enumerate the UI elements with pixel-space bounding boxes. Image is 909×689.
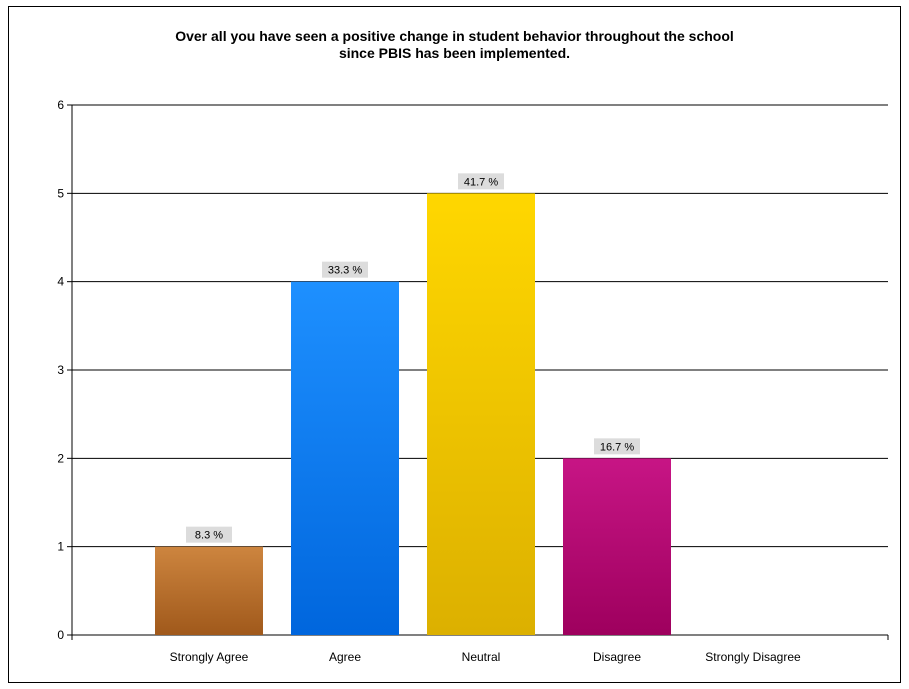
chart-title-line-1: Over all you have seen a positive change… <box>175 28 734 44</box>
y-tick-label: 6 <box>57 98 64 112</box>
data-label: 8.3 % <box>195 530 223 542</box>
x-category-label: Strongly Agree <box>170 650 249 664</box>
bar-agree <box>291 281 399 635</box>
data-label: 16.7 % <box>600 441 634 453</box>
data-label-bg <box>594 438 640 455</box>
y-tick-label: 5 <box>57 186 64 200</box>
bars <box>155 193 671 636</box>
y-tick-label: 4 <box>57 275 64 289</box>
y-tick-label: 0 <box>57 628 64 642</box>
data-label-bg <box>186 526 232 543</box>
bar-strongly-agree <box>155 546 263 635</box>
y-tick-label: 1 <box>57 540 64 554</box>
data-label: 41.7 % <box>464 176 498 188</box>
bar-disagree <box>563 458 671 635</box>
chart-title-line-2: since PBIS has been implemented. <box>338 45 571 61</box>
x-category-label: Strongly Disagree <box>705 650 801 664</box>
y-tick-label: 2 <box>57 451 64 465</box>
bar-neutral <box>427 193 535 636</box>
labels: 8.3 % Strongly Agree 33.3 % Agree 41.7 % Neut… <box>170 173 801 664</box>
x-category-label: Disagree <box>593 650 641 664</box>
x-category-label: Agree <box>329 650 361 664</box>
data-label: 33.3 % <box>328 265 362 277</box>
x-category-label: Neutral <box>462 650 501 664</box>
data-label-bg <box>322 261 368 278</box>
y-tick-label: 3 <box>57 363 64 377</box>
data-label-bg <box>458 173 504 190</box>
chart-title: Over all you have seen a positive change… <box>0 28 909 62</box>
